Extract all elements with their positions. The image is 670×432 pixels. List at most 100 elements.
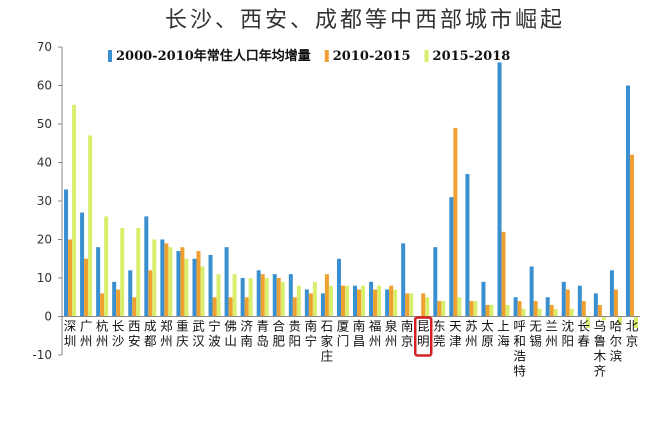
bar-武汉-2015-2018 — [200, 266, 205, 317]
bar-长沙-2000-2010年常住人口年均增量 — [112, 281, 117, 317]
legend-swatch — [108, 50, 112, 62]
bar-福州-2000-2010年常住人口年均增量 — [369, 281, 374, 317]
legend-label: 2000-2010年常住人口年均增量 — [116, 48, 311, 64]
y-tick-label: 60 — [37, 79, 52, 93]
bar-郑州-2000-2010年常住人口年均增量 — [160, 239, 165, 317]
legend-label: 2010-2015 — [333, 49, 411, 64]
bar-南宁-2000-2010年常住人口年均增量 — [304, 289, 309, 317]
bar-杭州-2010-2015 — [100, 293, 105, 317]
bar-宁波-2000-2010年常住人口年均增量 — [208, 254, 213, 317]
bar-成都-2015-2018 — [152, 239, 157, 317]
category-label: 贵阳 — [289, 319, 302, 349]
bar-太原-2010-2015 — [485, 304, 490, 317]
bar-呼和浩特-2000-2010年常住人口年均增量 — [513, 297, 518, 317]
bar-西安-2010-2015 — [132, 297, 137, 317]
bar-济南-2010-2015 — [244, 297, 249, 317]
axes-layer: -10 0 10 20 30 40 50 60 70 — [32, 40, 640, 362]
bar-长春-2015-2018 — [585, 316, 590, 329]
bar-沈阳-2000-2010年常住人口年均增量 — [561, 281, 566, 317]
bar-广州-2000-2010年常住人口年均增量 — [80, 212, 85, 317]
bar-南京-2000-2010年常住人口年均增量 — [401, 243, 406, 317]
category-labels: 深圳广州杭州长沙西安成都郑州重庆武汉宁波佛山济南青岛合肥贵阳南宁石家庄厦门南昌福… — [64, 316, 639, 379]
bar-苏州-2010-2015 — [469, 301, 474, 317]
category-label: 成都 — [144, 319, 157, 349]
bar-西安-2000-2010年常住人口年均增量 — [128, 270, 133, 317]
bar-郑州-2010-2015 — [164, 243, 169, 317]
bar-南昌-2000-2010年常住人口年均增量 — [353, 285, 358, 317]
bar-宁波-2015-2018 — [216, 274, 221, 317]
bar-杭州-2015-2018 — [104, 216, 109, 317]
category-label: 兰州 — [545, 319, 558, 349]
y-tick-label: 40 — [37, 156, 52, 170]
bar-南宁-2010-2015 — [308, 293, 313, 317]
bar-石家庄-2000-2010年常住人口年均增量 — [320, 293, 325, 317]
bar-佛山-2010-2015 — [228, 297, 233, 317]
category-label: 呼和浩特 — [513, 319, 526, 379]
category-label: 青岛 — [256, 319, 269, 349]
bar-乌鲁木齐-2000-2010年常住人口年均增量 — [593, 293, 598, 317]
bar-东莞-2000-2010年常住人口年均增量 — [433, 247, 438, 317]
category-label: 宁波 — [208, 319, 221, 349]
bar-沈阳-2010-2015 — [565, 289, 570, 317]
category-label: 福州 — [369, 319, 382, 349]
category-label: 深圳 — [64, 319, 77, 349]
bar-郑州-2015-2018 — [168, 247, 173, 317]
bar-南京-2015-2018 — [409, 293, 414, 317]
bar-杭州-2000-2010年常住人口年均增量 — [96, 247, 101, 317]
bar-深圳-2010-2015 — [68, 239, 73, 317]
bar-南宁-2015-2018 — [312, 281, 317, 317]
bar-无锡-2010-2015 — [533, 301, 538, 317]
category-label: 重庆 — [176, 319, 189, 349]
chart-title: 长沙、西安、成都等中西部城市崛起 — [165, 8, 566, 33]
bar-哈尔滨-2015-2018 — [617, 316, 622, 325]
bar-合肥-2000-2010年常住人口年均增量 — [272, 274, 277, 317]
category-label: 南宁 — [305, 319, 318, 349]
category-label: 哈尔滨 — [610, 319, 623, 364]
y-tick-label: -10 — [32, 348, 52, 362]
bar-厦门-2000-2010年常住人口年均增量 — [336, 258, 341, 317]
category-label: 厦门 — [337, 319, 350, 349]
bar-沈阳-2015-2018 — [569, 308, 574, 317]
bar-昆明-2015-2018 — [425, 297, 430, 317]
category-label: 合肥 — [272, 319, 285, 349]
bar-福州-2015-2018 — [377, 285, 382, 317]
bar-深圳-2015-2018 — [72, 104, 77, 317]
legend-swatch — [324, 50, 329, 62]
bar-北京-2000-2010年常住人口年均增量 — [625, 85, 630, 317]
bar-南昌-2010-2015 — [357, 289, 362, 317]
y-tick-label: 30 — [37, 194, 52, 208]
bar-成都-2010-2015 — [148, 270, 153, 317]
bar-厦门-2010-2015 — [340, 285, 345, 317]
bar-无锡-2015-2018 — [537, 308, 542, 317]
bar-昆明-2010-2015 — [421, 293, 426, 317]
bars-layer — [64, 62, 638, 329]
bar-济南-2000-2010年常住人口年均增量 — [240, 278, 245, 317]
y-tick-label: 70 — [37, 40, 52, 54]
bar-哈尔滨-2000-2010年常住人口年均增量 — [609, 270, 614, 317]
bar-合肥-2010-2015 — [276, 278, 281, 317]
category-label: 长春 — [578, 319, 591, 349]
highlight-box — [414, 316, 433, 357]
y-tick-label: 0 — [44, 310, 52, 324]
legend-label: 2015-2018 — [433, 49, 511, 64]
bar-重庆-2000-2010年常住人口年均增量 — [176, 251, 181, 317]
bar-天津-2000-2010年常住人口年均增量 — [449, 197, 454, 317]
bar-天津-2015-2018 — [457, 297, 462, 317]
category-label: 无锡 — [529, 319, 542, 349]
category-label: 济南 — [240, 319, 253, 349]
bar-兰州-2015-2018 — [553, 308, 558, 317]
bar-泉州-2000-2010年常住人口年均增量 — [385, 289, 390, 317]
category-label: 苏州 — [465, 319, 478, 349]
category-label: 南京 — [401, 319, 414, 349]
bar-西安-2015-2018 — [136, 227, 141, 317]
bar-哈尔滨-2010-2015 — [613, 289, 618, 317]
bar-太原-2000-2010年常住人口年均增量 — [481, 281, 486, 317]
bar-东莞-2010-2015 — [437, 301, 442, 317]
bar-上海-2000-2010年常住人口年均增量 — [497, 62, 502, 317]
bar-济南-2015-2018 — [248, 278, 253, 317]
bar-泉州-2015-2018 — [393, 289, 398, 317]
category-label: 佛山 — [224, 319, 237, 349]
category-label: 武汉 — [192, 319, 205, 349]
category-label: 乌鲁木齐 — [594, 319, 607, 379]
